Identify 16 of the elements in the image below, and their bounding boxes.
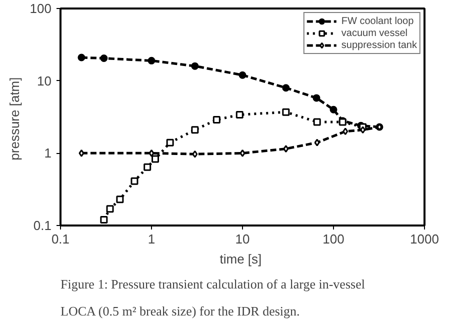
legend-label: vacuum vessel <box>341 27 408 39</box>
x-tick-label: 1 <box>148 232 156 246</box>
x-tick-label: 0.1 <box>51 232 70 246</box>
legend-label: FW coolant loop <box>341 15 414 27</box>
y-tick-label: 10 <box>37 73 52 88</box>
y-tick-label: 1 <box>44 146 52 161</box>
text: LOCA (0.5 m² break size) for the IDR design. <box>60 304 300 318</box>
x-tick-label: 1000 <box>410 232 439 246</box>
legend-label: suppression tank <box>341 39 417 51</box>
y-tick-label: 0.1 <box>33 218 52 233</box>
caption: Figure 1: Pressure transient calculation of a large in-vessel <box>60 276 366 292</box>
y-tick-label: 100 <box>30 1 52 16</box>
x-axis-title: time [s] <box>220 252 262 266</box>
x-tick-label: 100 <box>322 232 344 246</box>
y-axis-title: pressure [atm] <box>6 77 22 160</box>
x-tick-label: 10 <box>235 232 250 246</box>
